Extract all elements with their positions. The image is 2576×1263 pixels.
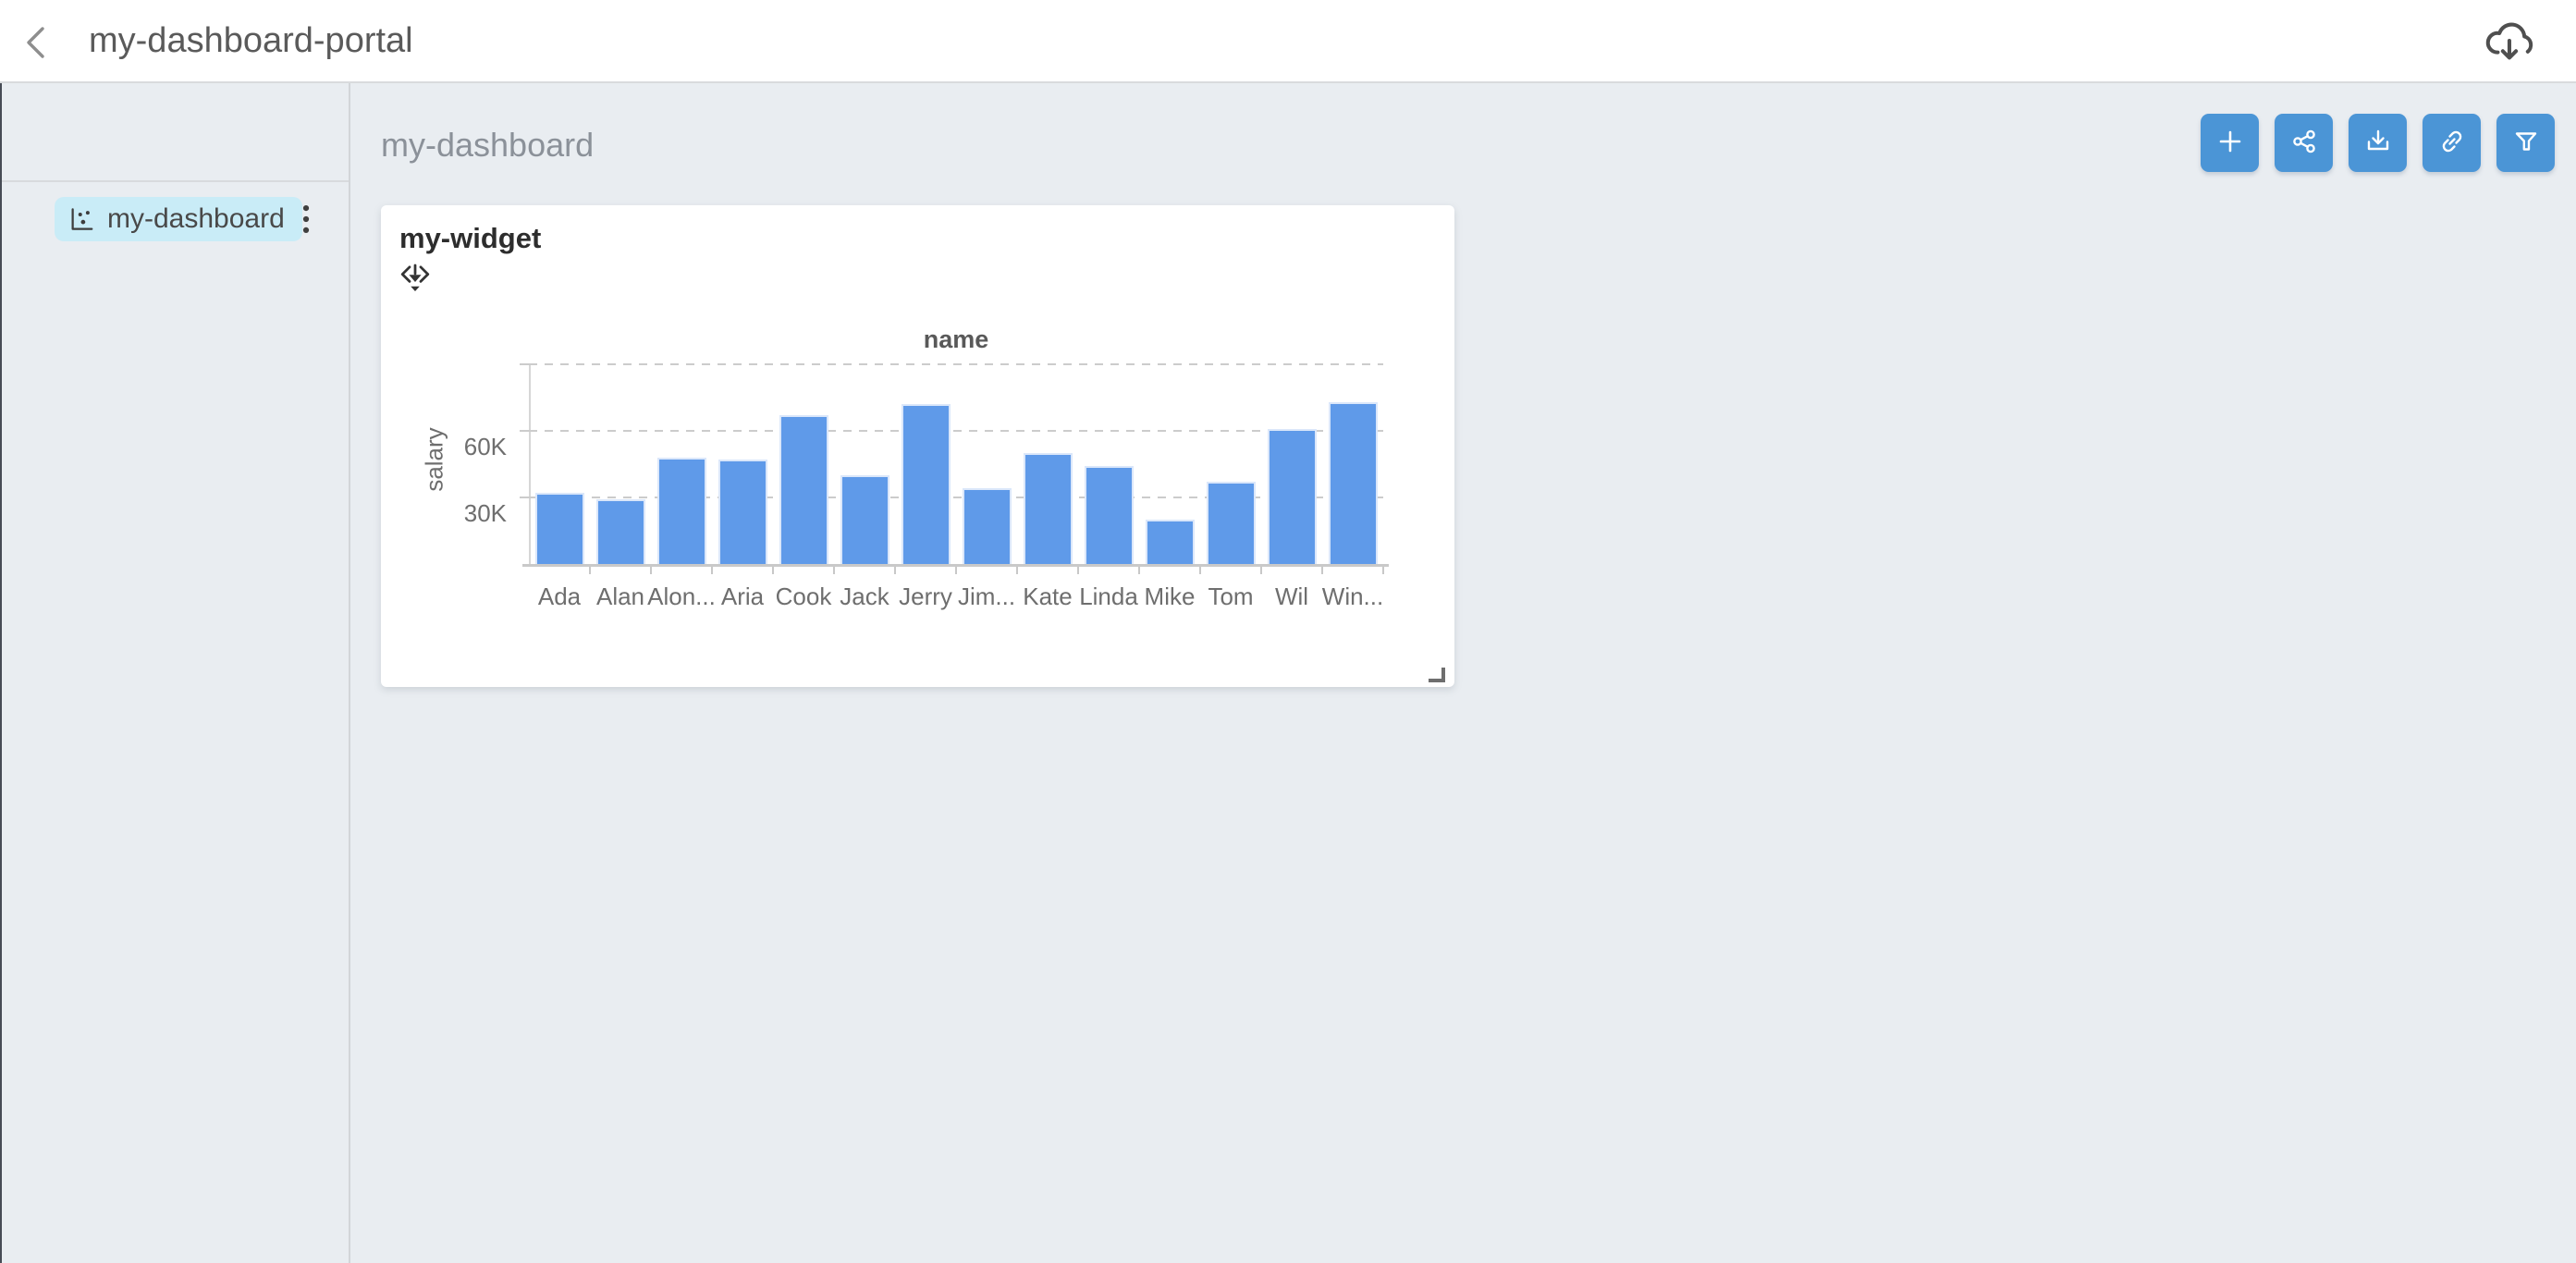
x-tick-label: Alon... <box>647 582 716 610</box>
bar-chart: name salary 30K 60K Ada Alan Alon... Aria Cook… <box>381 205 1454 687</box>
gridline <box>529 430 1383 432</box>
bar <box>1206 482 1256 564</box>
filter-icon <box>2511 127 2541 159</box>
x-tick-label: Kate <box>1023 582 1073 610</box>
x-tick-label: Mike <box>1144 582 1196 610</box>
x-axis-tick <box>894 567 896 574</box>
bar <box>1267 429 1317 564</box>
x-tick-label: Alan <box>595 582 645 610</box>
widget-card: my-widget name salary 30K 60K Ada Alan Alon.… <box>381 205 1454 687</box>
y-tick-label: 30K <box>463 499 507 527</box>
back-chevron-icon <box>17 27 59 67</box>
x-tick-label: Jerry <box>899 582 952 610</box>
bar <box>779 415 828 564</box>
sidebar-item-my-dashboard[interactable]: my-dashboard <box>55 197 302 241</box>
link-icon <box>2437 127 2467 159</box>
bar <box>718 460 767 564</box>
sidebar: my-dashboard <box>0 83 350 1263</box>
bar <box>1328 402 1378 564</box>
cloud-download-icon <box>2484 22 2533 70</box>
bar <box>1145 520 1195 564</box>
move-widget-icon <box>399 264 432 297</box>
sidebar-menu-button[interactable] <box>286 199 326 239</box>
gridline <box>529 497 1383 498</box>
add-widget-button[interactable] <box>2201 114 2259 172</box>
share-icon <box>2289 127 2319 159</box>
widget-title: my-widget <box>399 222 542 254</box>
sidebar-divider <box>0 180 349 182</box>
sidebar-item-label: my-dashboard <box>107 203 285 234</box>
x-tick-label: Ada <box>537 582 582 610</box>
x-axis-tick <box>1077 567 1079 574</box>
dashboard-toolbar <box>2201 114 2555 172</box>
portal-title: my-dashboard-portal <box>89 21 413 60</box>
y-axis-line <box>529 364 531 566</box>
x-axis-tick <box>1260 567 1262 574</box>
top-header: my-dashboard-portal <box>0 0 2576 83</box>
x-axis-tick <box>589 567 591 574</box>
x-tick-label: Linda <box>1079 582 1138 610</box>
bar <box>534 493 584 564</box>
x-axis-tick <box>1321 567 1323 574</box>
bar <box>962 488 1012 564</box>
chart-title: name <box>923 325 989 353</box>
dashboard-title: my-dashboard <box>381 126 595 164</box>
x-tick-label: Aria <box>720 582 765 610</box>
kebab-menu-icon <box>286 204 326 242</box>
bar <box>595 499 645 564</box>
filter-button[interactable] <box>2496 114 2555 172</box>
y-axis-tick <box>520 497 529 498</box>
share-button[interactable] <box>2275 114 2333 172</box>
x-tick-label: Wil <box>1274 582 1309 610</box>
bar <box>1084 466 1134 564</box>
back-button[interactable] <box>17 21 59 64</box>
x-axis-tick <box>711 567 713 574</box>
window-edge <box>0 83 2 1263</box>
scatter-chart-icon <box>67 205 95 233</box>
cloud-download-button[interactable] <box>2484 18 2533 67</box>
x-axis-line <box>522 564 1389 567</box>
x-axis-tick <box>772 567 774 574</box>
x-tick-label: Win... <box>1321 582 1384 610</box>
y-axis-tick <box>520 363 529 365</box>
y-axis-tick <box>520 430 529 432</box>
x-tick-label: Cook <box>775 582 832 610</box>
download-button[interactable] <box>2349 114 2407 172</box>
x-axis-tick <box>1199 567 1201 574</box>
y-tick-label: 60K <box>463 433 507 460</box>
x-axis-tick <box>833 567 835 574</box>
x-axis-tick <box>1382 567 1384 574</box>
plus-icon <box>2215 127 2245 159</box>
bar <box>1023 453 1073 564</box>
x-tick-label: Tom <box>1208 582 1254 610</box>
resize-corner-handle[interactable] <box>1429 668 1445 682</box>
copy-link-button[interactable] <box>2423 114 2481 172</box>
x-axis-tick <box>955 567 957 574</box>
bar <box>840 475 889 564</box>
x-tick-label: Jack <box>840 582 889 610</box>
move-widget-handle[interactable] <box>399 263 432 294</box>
x-tick-label: Jim... <box>957 582 1016 610</box>
gridline <box>529 363 1383 365</box>
bar <box>656 458 706 564</box>
bar <box>901 404 951 564</box>
x-axis-tick <box>650 567 652 574</box>
x-axis-tick <box>1138 567 1140 574</box>
download-icon <box>2363 127 2393 159</box>
x-axis-tick <box>1016 567 1018 574</box>
